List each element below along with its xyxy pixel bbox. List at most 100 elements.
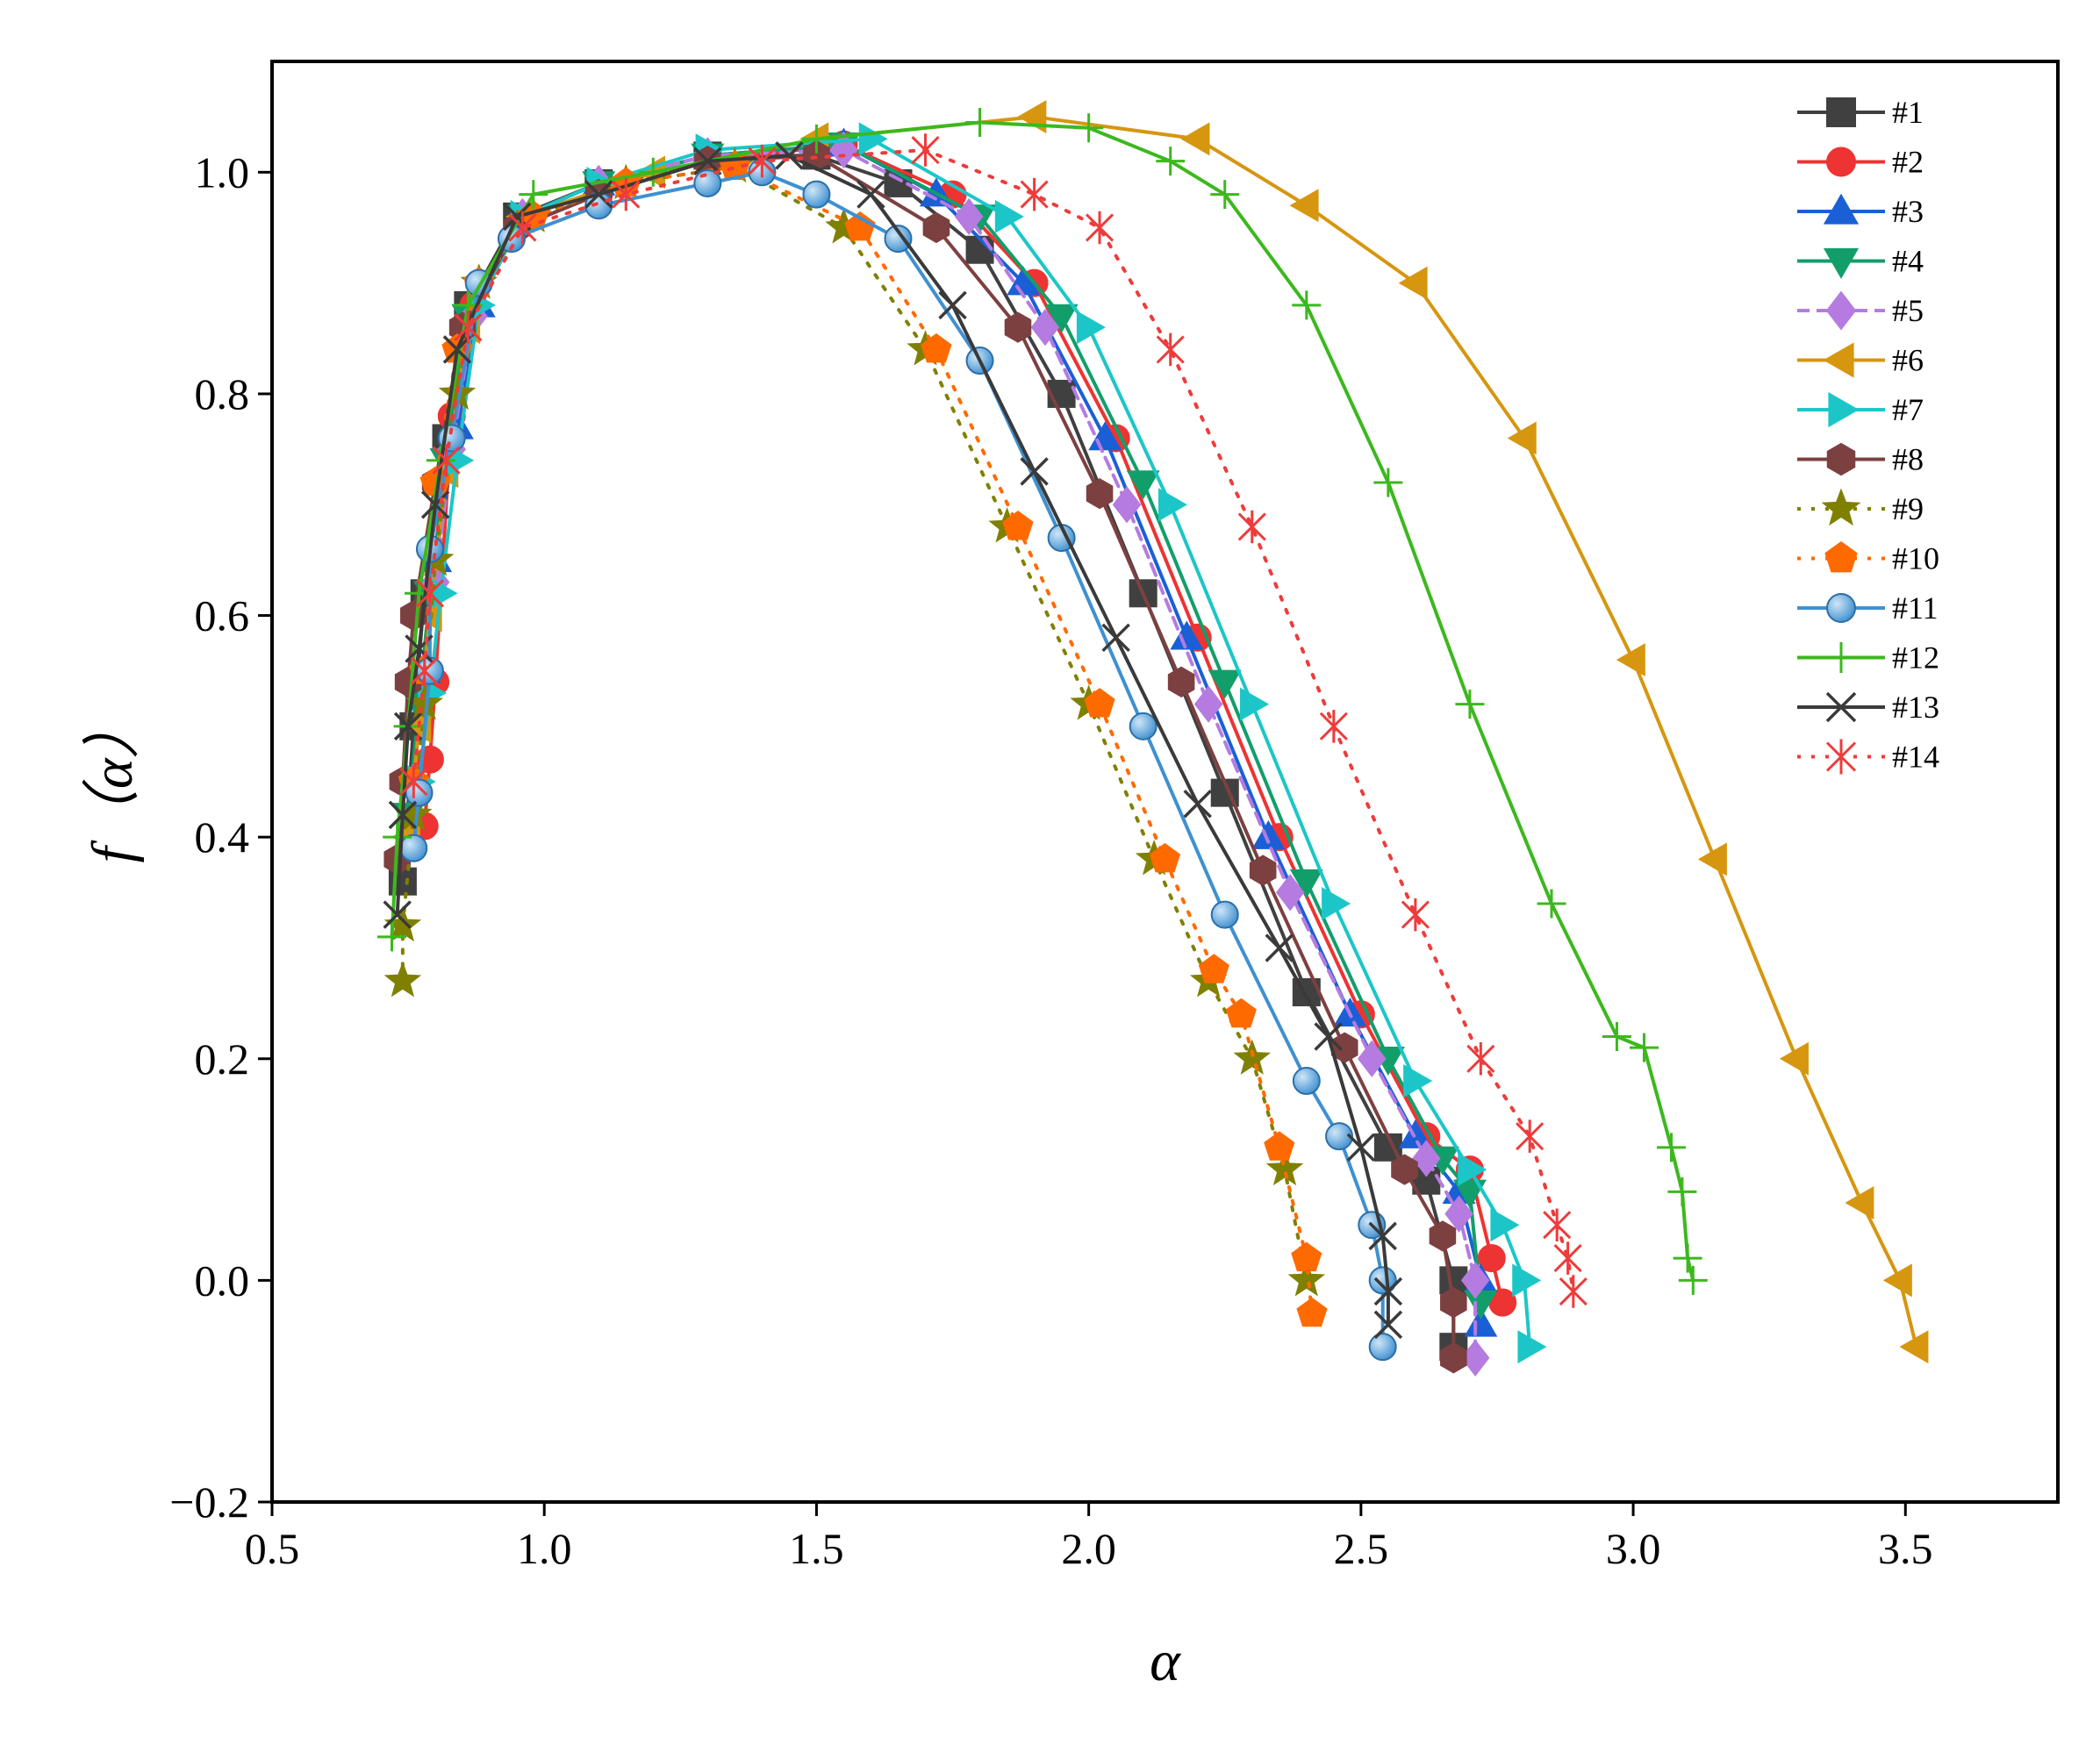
legend-label-12: #12 xyxy=(1892,640,1939,676)
data-point-12 xyxy=(801,124,831,154)
data-point-14 xyxy=(1020,177,1049,211)
data-point-8 xyxy=(1086,477,1114,510)
data-point-7 xyxy=(1458,1153,1487,1187)
data-point-9 xyxy=(383,962,422,998)
data-point-5 xyxy=(1275,874,1305,912)
data-point-5 xyxy=(1412,1140,1441,1177)
data-point-12 xyxy=(1210,180,1240,210)
data-point-14 xyxy=(508,211,537,245)
data-point-12 xyxy=(1156,147,1186,176)
x-tick-label: 1.5 xyxy=(789,1524,844,1573)
x-tick-label: 1.0 xyxy=(517,1524,572,1573)
data-point-14 xyxy=(911,133,940,167)
data-point-7 xyxy=(1403,1064,1433,1098)
data-point-12 xyxy=(1657,1133,1686,1162)
data-point-6 xyxy=(1289,189,1319,223)
series-6 xyxy=(391,100,1929,1364)
y-tick-label: 1.0 xyxy=(195,147,250,197)
data-point-12 xyxy=(1373,468,1403,497)
x-tick-label: 2.5 xyxy=(1334,1524,1389,1573)
data-point-2 xyxy=(1477,1244,1506,1273)
data-point-8 xyxy=(1391,1154,1418,1185)
data-point-13 xyxy=(693,147,722,175)
data-point-10 xyxy=(1225,998,1257,1028)
data-point-13 xyxy=(938,290,967,320)
x-tick-label: 3.5 xyxy=(1878,1524,1933,1573)
data-point-13 xyxy=(383,900,412,929)
data-point-10 xyxy=(1264,1131,1295,1161)
data-point-10 xyxy=(921,333,952,363)
data-point-12 xyxy=(1673,1243,1702,1273)
data-point-13 xyxy=(1373,1277,1403,1306)
data-point-3 xyxy=(1464,1307,1498,1337)
data-point-4 xyxy=(1208,669,1242,699)
data-point-14 xyxy=(1237,510,1266,544)
data-point-14 xyxy=(1156,333,1185,367)
legend-label-9: #9 xyxy=(1892,491,1924,526)
legend-label-11: #11 xyxy=(1892,590,1939,626)
series-5 xyxy=(399,131,1490,1377)
data-point-6 xyxy=(1398,266,1428,300)
data-point-9 xyxy=(1233,1039,1272,1075)
legend-entry-1: #1 xyxy=(1797,95,1924,130)
data-point-7 xyxy=(1158,488,1187,522)
x-tick-label: 2.0 xyxy=(1061,1524,1116,1573)
data-point-6 xyxy=(1616,643,1645,677)
data-point-7 xyxy=(1512,1263,1542,1298)
legend-label-3: #3 xyxy=(1892,194,1924,229)
x-axis-title: α xyxy=(1150,1629,1181,1693)
data-point-12 xyxy=(1602,1022,1631,1052)
data-point-12 xyxy=(383,822,412,852)
y-tick-label: 0.2 xyxy=(195,1034,250,1084)
data-point-5 xyxy=(1193,685,1223,723)
data-point-4 xyxy=(1452,1179,1487,1209)
data-point-6 xyxy=(1697,842,1727,876)
data-point-7 xyxy=(1322,886,1351,920)
data-point-14 xyxy=(415,576,444,611)
data-point-14 xyxy=(612,177,641,211)
plot-area xyxy=(376,100,1929,1377)
data-point-13 xyxy=(856,180,885,209)
data-point-14 xyxy=(1543,1208,1572,1241)
data-point-4 xyxy=(1126,470,1160,500)
data-point-10 xyxy=(1002,511,1034,540)
data-point-14 xyxy=(1085,211,1115,245)
data-point-3 xyxy=(1398,1119,1432,1148)
series-9 xyxy=(383,147,1326,1297)
legend-marker-10 xyxy=(1824,540,1858,573)
x-tick-label: 3.0 xyxy=(1606,1524,1661,1573)
data-point-7 xyxy=(1076,311,1106,345)
data-point-6 xyxy=(1899,1330,1929,1364)
data-point-11 xyxy=(399,833,428,862)
data-point-5 xyxy=(1030,308,1060,347)
data-point-3 xyxy=(1251,819,1286,849)
legend-marker-3 xyxy=(1823,193,1860,225)
legend-entry-2: #2 xyxy=(1797,145,1924,180)
data-point-6 xyxy=(1779,1041,1809,1076)
legend-marker-12 xyxy=(1825,641,1857,674)
data-point-14 xyxy=(1319,710,1348,743)
data-point-12 xyxy=(1678,1265,1708,1295)
data-point-14 xyxy=(1553,1241,1582,1275)
legend-label-13: #13 xyxy=(1892,690,1939,725)
legend-entry-4: #4 xyxy=(1797,244,1924,279)
data-point-10 xyxy=(1296,1297,1328,1327)
y-tick-label: 0.6 xyxy=(195,591,250,640)
series-line-5 xyxy=(412,148,1478,1360)
legend-entry-7: #7 xyxy=(1797,391,1924,428)
data-point-11 xyxy=(1292,1067,1321,1096)
data-point-14 xyxy=(399,765,428,798)
data-point-6 xyxy=(1882,1263,1912,1298)
data-point-5 xyxy=(954,197,984,235)
data-point-12 xyxy=(1074,113,1104,143)
data-point-11 xyxy=(1210,900,1239,929)
y-tick-label: 0.4 xyxy=(195,812,250,862)
data-point-14 xyxy=(454,311,483,344)
data-point-14 xyxy=(1401,898,1430,932)
data-point-13 xyxy=(1314,1022,1343,1051)
series-7 xyxy=(406,122,1547,1364)
plot-frame xyxy=(270,60,2060,1504)
series-14 xyxy=(399,133,1588,1308)
data-point-12 xyxy=(965,107,995,137)
